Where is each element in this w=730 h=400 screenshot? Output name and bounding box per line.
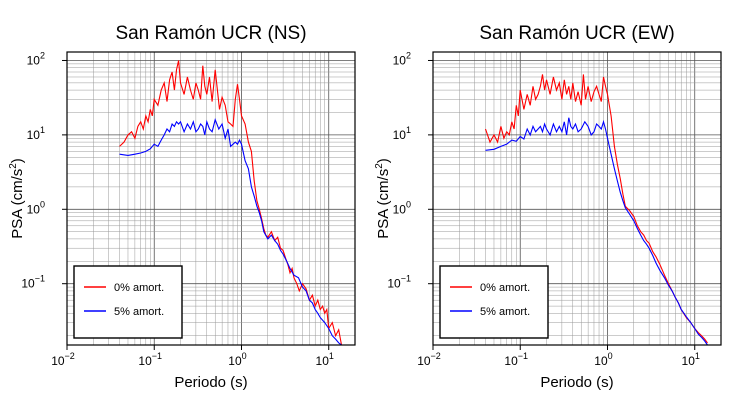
plot-frame xyxy=(66,51,356,346)
x-axis-label: Periodo (s) xyxy=(540,374,613,391)
y-axis-label: PSA (cm/s2) xyxy=(8,158,26,239)
x-tick-label: 10−1 xyxy=(138,351,162,368)
grid xyxy=(66,52,356,345)
x-tick-label: 10−2 xyxy=(51,351,75,368)
x-tick-label: 101 xyxy=(316,351,334,368)
grid xyxy=(432,52,722,345)
plot-frame xyxy=(432,51,722,346)
series-line-damping-0 xyxy=(119,60,343,346)
legend-label: 5% amort. xyxy=(480,306,530,318)
series-line-damping-0 xyxy=(484,74,708,344)
panel-ns: San Ramón UCR (NS) 10−2 10−1 100 101 10−1 100 1… xyxy=(8,23,356,391)
panel-ew: San Ramón UCR (EW) 10−2 10−1 100 101 10−1 100 1… xyxy=(374,23,722,391)
y-axis-label: PSA (cm/s2) xyxy=(374,158,392,239)
y-tick-label: 101 xyxy=(27,125,45,142)
chart-title: San Ramón UCR (NS) xyxy=(115,23,306,44)
y-tick-label: 102 xyxy=(393,50,411,67)
y-tick-label: 100 xyxy=(393,199,411,216)
legend: 0% amort. 5% amort. xyxy=(439,265,549,339)
x-axis-label: Periodo (s) xyxy=(174,374,247,391)
series-line-damping-5 xyxy=(485,117,708,346)
legend-label: 0% amort. xyxy=(114,282,164,294)
series-line-damping-5 xyxy=(119,117,342,346)
y-tick-label: 10−1 xyxy=(21,274,45,291)
y-tick-label: 102 xyxy=(27,50,45,67)
x-tick-label: 100 xyxy=(594,351,612,368)
y-tick-label: 101 xyxy=(393,125,411,142)
legend: 0% amort. 5% amort. xyxy=(73,265,183,339)
chart-title: San Ramón UCR (EW) xyxy=(479,23,674,44)
legend-label: 5% amort. xyxy=(114,306,164,318)
legend-box xyxy=(439,265,549,339)
y-tick-label: 100 xyxy=(27,199,45,216)
legend-label: 0% amort. xyxy=(480,282,530,294)
x-tick-label: 101 xyxy=(682,351,700,368)
legend-box xyxy=(73,265,183,339)
x-tick-label: 10−2 xyxy=(417,351,441,368)
y-tick-label: 10−1 xyxy=(387,274,411,291)
x-tick-label: 10−1 xyxy=(504,351,528,368)
x-tick-label: 100 xyxy=(228,351,246,368)
